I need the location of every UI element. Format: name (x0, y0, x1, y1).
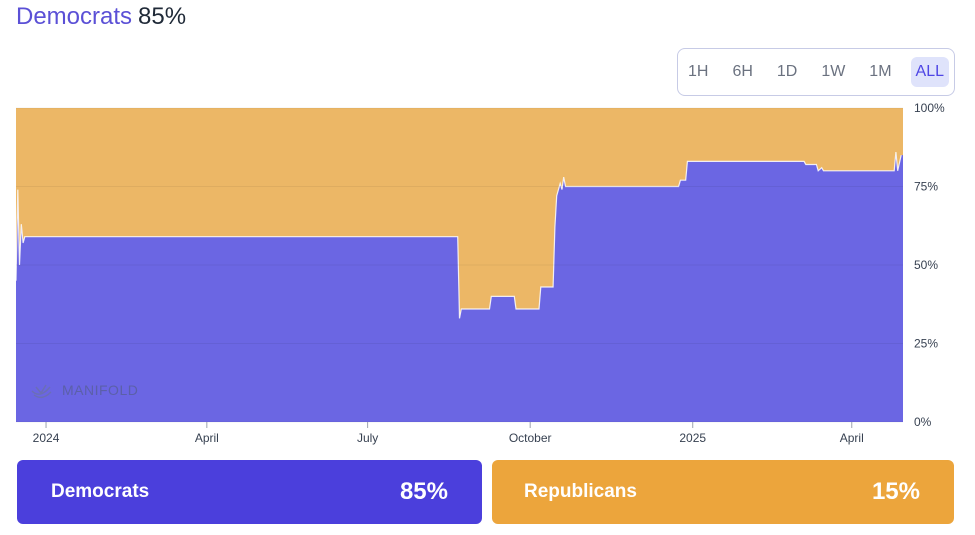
watermark: MANIFOLD (31, 382, 138, 399)
option-republicans-label: Republicans (524, 481, 637, 502)
y-tick-label: 75% (914, 180, 938, 194)
x-axis: 2024 April July October 2025 April (33, 422, 864, 445)
option-democrats-label: Democrats (51, 481, 150, 502)
manifold-logo-icon (31, 384, 52, 399)
market-headline: Democrats 85% (16, 2, 186, 32)
x-tick-label: 2024 (33, 431, 60, 445)
x-tick-label: July (357, 431, 378, 445)
probability-chart: 100% 75% 50% 25% 0% 2024 April July October 2025… (15, 101, 945, 445)
democrats-line (15, 151, 902, 319)
y-axis: 100% 75% 50% 25% 0% (914, 101, 945, 429)
y-tick-label: 100% (914, 101, 945, 115)
range-button-1h[interactable]: 1H (688, 63, 709, 80)
option-democrats-value: 85% (399, 478, 448, 505)
range-button-1m[interactable]: 1M (869, 63, 892, 80)
option-republicans-value: 15% (871, 478, 920, 505)
y-tick-label: 25% (914, 337, 938, 351)
option-republicans[interactable]: Republicans 15% (492, 460, 954, 524)
x-tick-label: April (840, 431, 864, 445)
range-button-1d[interactable]: 1D (776, 63, 798, 80)
democrats-area (16, 152, 903, 422)
range-button-6h[interactable]: 6H (732, 63, 753, 80)
range-button-all[interactable]: ALL (910, 57, 949, 87)
y-tick-label: 50% (914, 258, 938, 272)
range-button-1w[interactable]: 1W (821, 63, 846, 80)
watermark-text: MANIFOLD (62, 382, 138, 398)
option-democrats[interactable]: Democrats 85% (17, 460, 482, 524)
headline-answer: Democrats (16, 3, 133, 30)
headline-probability: 85% (138, 3, 187, 30)
x-tick-label: April (195, 431, 219, 445)
chart-grid (16, 107, 903, 423)
y-tick-label: 0% (914, 415, 932, 429)
x-tick-label: 2025 (679, 431, 706, 445)
time-range-selector: 1H 6H 1D 1W 1M ALL (677, 48, 955, 96)
x-tick-label: October (509, 431, 552, 445)
